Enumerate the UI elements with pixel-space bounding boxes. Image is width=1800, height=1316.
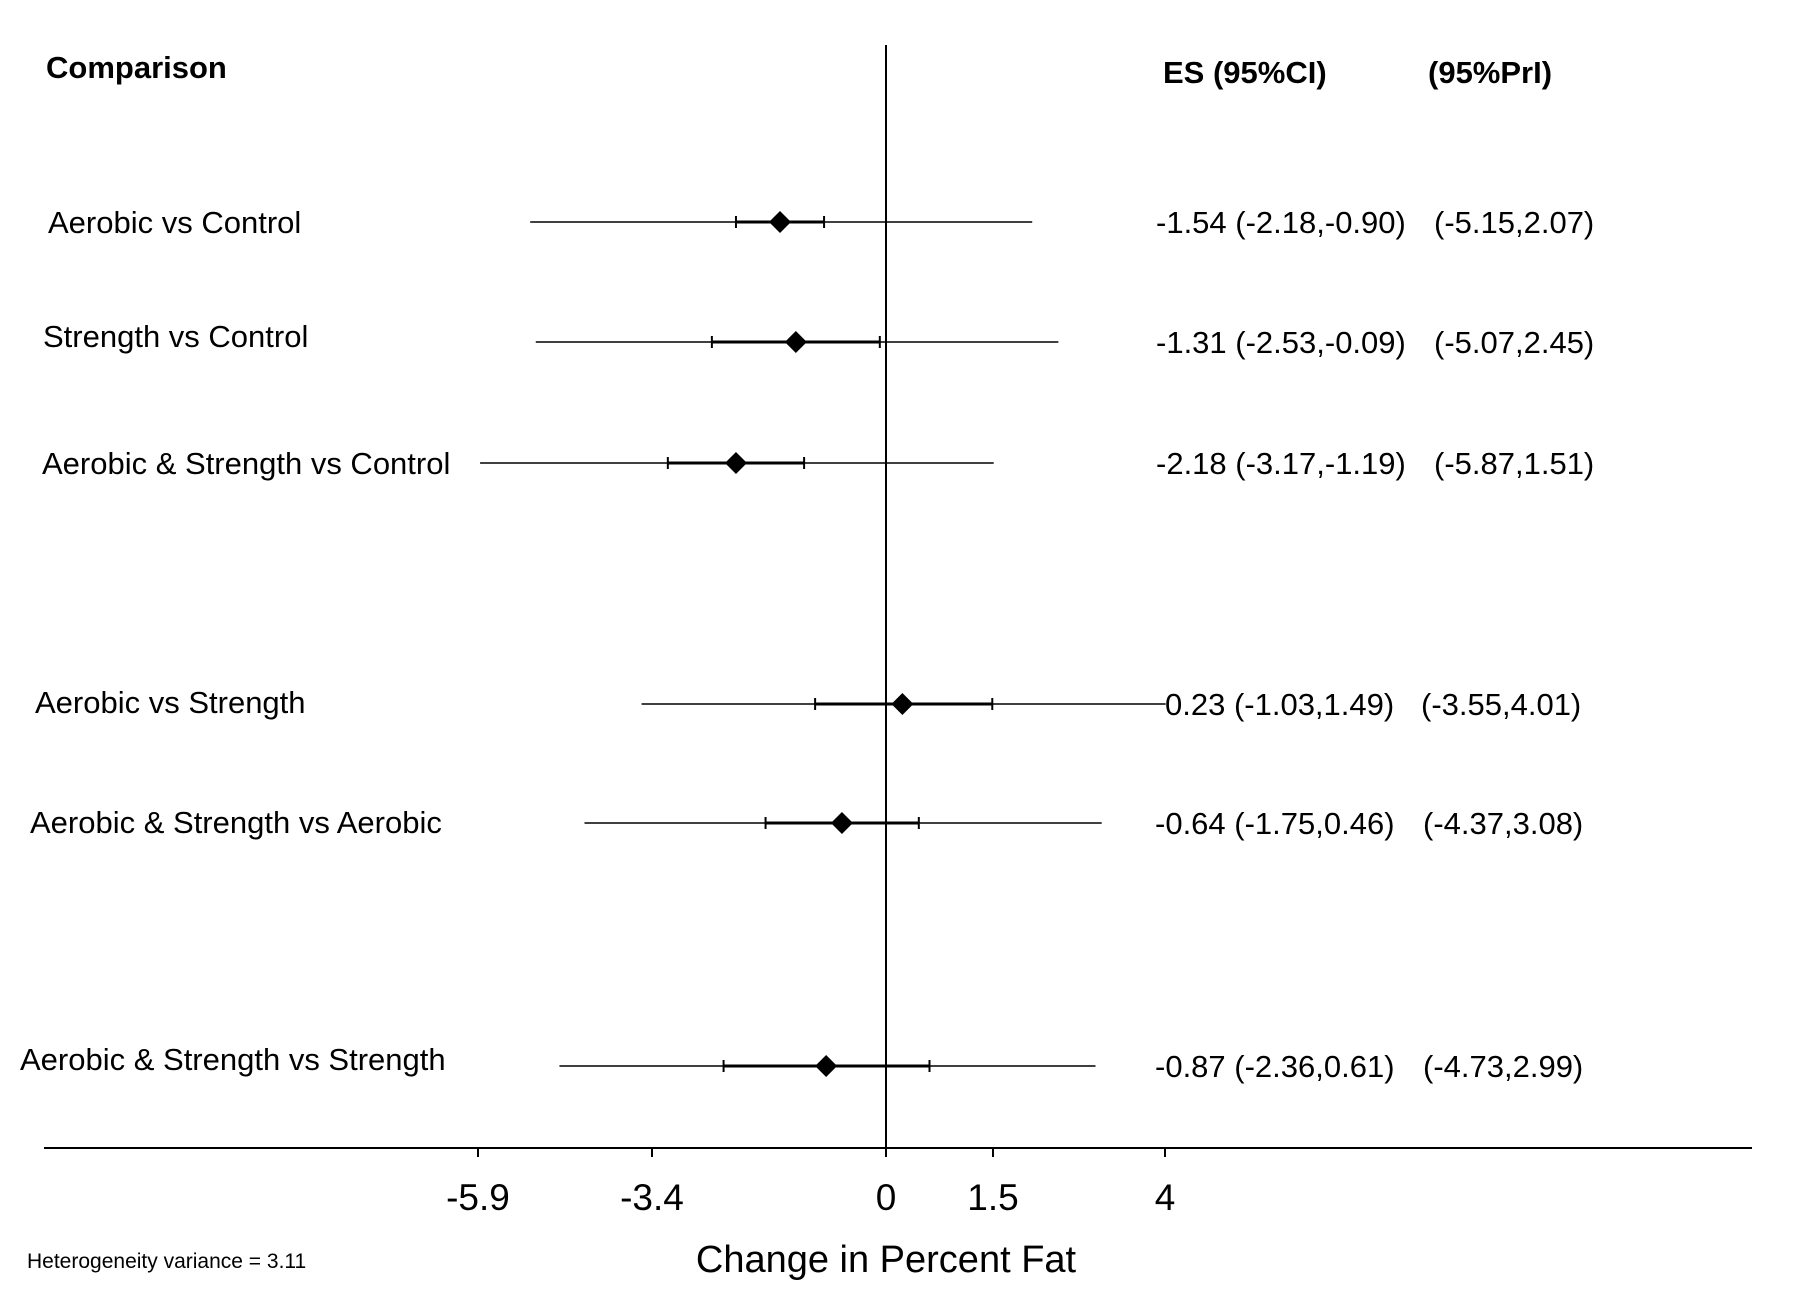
forest-row: Aerobic vs Control -1.54 (-2.18,-0.90) (-5… xyxy=(48,205,1594,240)
es-ci-value: -0.64 (-1.75,0.46) xyxy=(1155,806,1395,841)
effect-size-diamond xyxy=(830,812,853,834)
comparison-label: Strength vs Control xyxy=(43,319,308,354)
x-axis-ticks: -5.9 -3.4 0 1.5 4 xyxy=(446,1148,1175,1218)
es-ci-value: -1.31 (-2.53,-0.09) xyxy=(1156,325,1406,360)
pri-value: (-5.87,1.51) xyxy=(1434,446,1594,481)
pri-value: (-5.15,2.07) xyxy=(1434,205,1594,240)
forest-row: Aerobic vs Strength 0.23 (-1.03,1.49) (-3.… xyxy=(35,685,1581,722)
effect-size-diamond xyxy=(815,1055,838,1077)
comparison-label: Aerobic vs Strength xyxy=(35,685,306,720)
es-ci-value: -1.54 (-2.18,-0.90) xyxy=(1156,205,1406,240)
x-tick-label: -5.9 xyxy=(446,1177,510,1218)
effect-size-diamond xyxy=(784,331,807,353)
es-ci-header: ES (95%CI) xyxy=(1163,55,1327,90)
forest-row: Strength vs Control -1.31 (-2.53,-0.09) (-… xyxy=(43,319,1594,360)
pri-value: (-4.73,2.99) xyxy=(1423,1049,1583,1084)
effect-size-diamond xyxy=(724,452,747,474)
forest-row: Aerobic & Strength vs Aerobic -0.64 (-1.7… xyxy=(30,805,1583,841)
forest-row: Aerobic & Strength vs Strength -0.87 (-2.… xyxy=(20,1042,1583,1084)
forest-row: Aerobic & Strength vs Control -2.18 (-3.1… xyxy=(42,446,1594,481)
comparison-label: Aerobic & Strength vs Aerobic xyxy=(30,805,442,840)
comparison-label: Aerobic vs Control xyxy=(48,205,301,240)
pri-value: (-5.07,2.45) xyxy=(1434,325,1594,360)
comparison-label: Aerobic & Strength vs Strength xyxy=(20,1042,446,1077)
es-ci-value: -2.18 (-3.17,-1.19) xyxy=(1156,446,1406,481)
x-tick-label: 0 xyxy=(876,1177,897,1218)
x-tick-label: 4 xyxy=(1155,1177,1176,1218)
heterogeneity-note: Heterogeneity variance = 3.11 xyxy=(27,1250,306,1273)
effect-size-diamond xyxy=(769,211,792,233)
x-axis-title: Change in Percent Fat xyxy=(696,1239,1077,1281)
comparison-header: Comparison xyxy=(46,50,227,85)
pri-value: (-3.55,4.01) xyxy=(1421,687,1581,722)
forest-rows: Aerobic vs Control -1.54 (-2.18,-0.90) (-5… xyxy=(20,205,1594,1084)
comparison-label: Aerobic & Strength vs Control xyxy=(42,446,450,481)
es-ci-value: -0.87 (-2.36,0.61) xyxy=(1155,1049,1395,1084)
pri-header: (95%PrI) xyxy=(1428,55,1552,90)
x-tick-label: 1.5 xyxy=(967,1177,1018,1218)
pri-value: (-4.37,3.08) xyxy=(1423,806,1583,841)
es-ci-value: 0.23 (-1.03,1.49) xyxy=(1165,687,1394,722)
x-tick-label: -3.4 xyxy=(620,1177,684,1218)
effect-size-diamond xyxy=(891,693,914,715)
